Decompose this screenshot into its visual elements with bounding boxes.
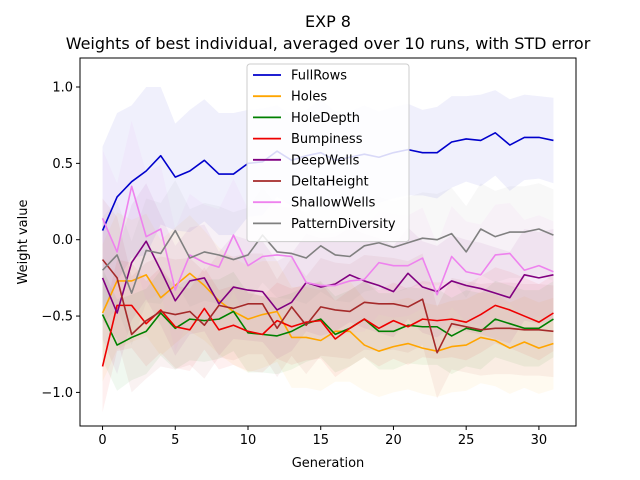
x-axis-label: Generation bbox=[292, 456, 365, 471]
x-tick-label: 20 bbox=[385, 433, 402, 448]
legend: FullRows Holes HoleDepth Bumpiness DeepWells… bbox=[247, 64, 409, 242]
y-tick-label: 0.5 bbox=[52, 157, 73, 172]
legend-label-patterndiversity: PatternDiversity bbox=[291, 217, 396, 232]
x-tick-label: 15 bbox=[312, 433, 329, 448]
legend-label-holes: Holes bbox=[291, 90, 327, 105]
y-tick-label: 0.0 bbox=[52, 233, 73, 248]
legend-label-shallowwells: ShallowWells bbox=[291, 196, 376, 211]
chart-title: EXP 8 bbox=[305, 12, 351, 31]
y-tick-label: 1.0 bbox=[52, 81, 73, 96]
y-axis-label: Weight value bbox=[16, 200, 31, 285]
y-tick-label: −0.5 bbox=[41, 310, 73, 325]
x-tick-label: 0 bbox=[98, 433, 106, 448]
x-tick-label: 10 bbox=[240, 433, 257, 448]
x-tick-label: 5 bbox=[171, 433, 179, 448]
legend-label-deltaheight: DeltaHeight bbox=[291, 175, 369, 190]
x-tick-label: 25 bbox=[458, 433, 475, 448]
legend-label-bumpiness: Bumpiness bbox=[291, 132, 363, 147]
legend-label-holedepth: HoleDepth bbox=[291, 111, 360, 126]
legend-label-fullrows: FullRows bbox=[291, 69, 347, 84]
chart-subtitle: Weights of best individual, averaged ove… bbox=[66, 34, 591, 53]
y-tick-label: −1.0 bbox=[41, 386, 73, 401]
legend-label-deepwells: DeepWells bbox=[291, 153, 360, 168]
x-tick-label: 30 bbox=[531, 433, 548, 448]
